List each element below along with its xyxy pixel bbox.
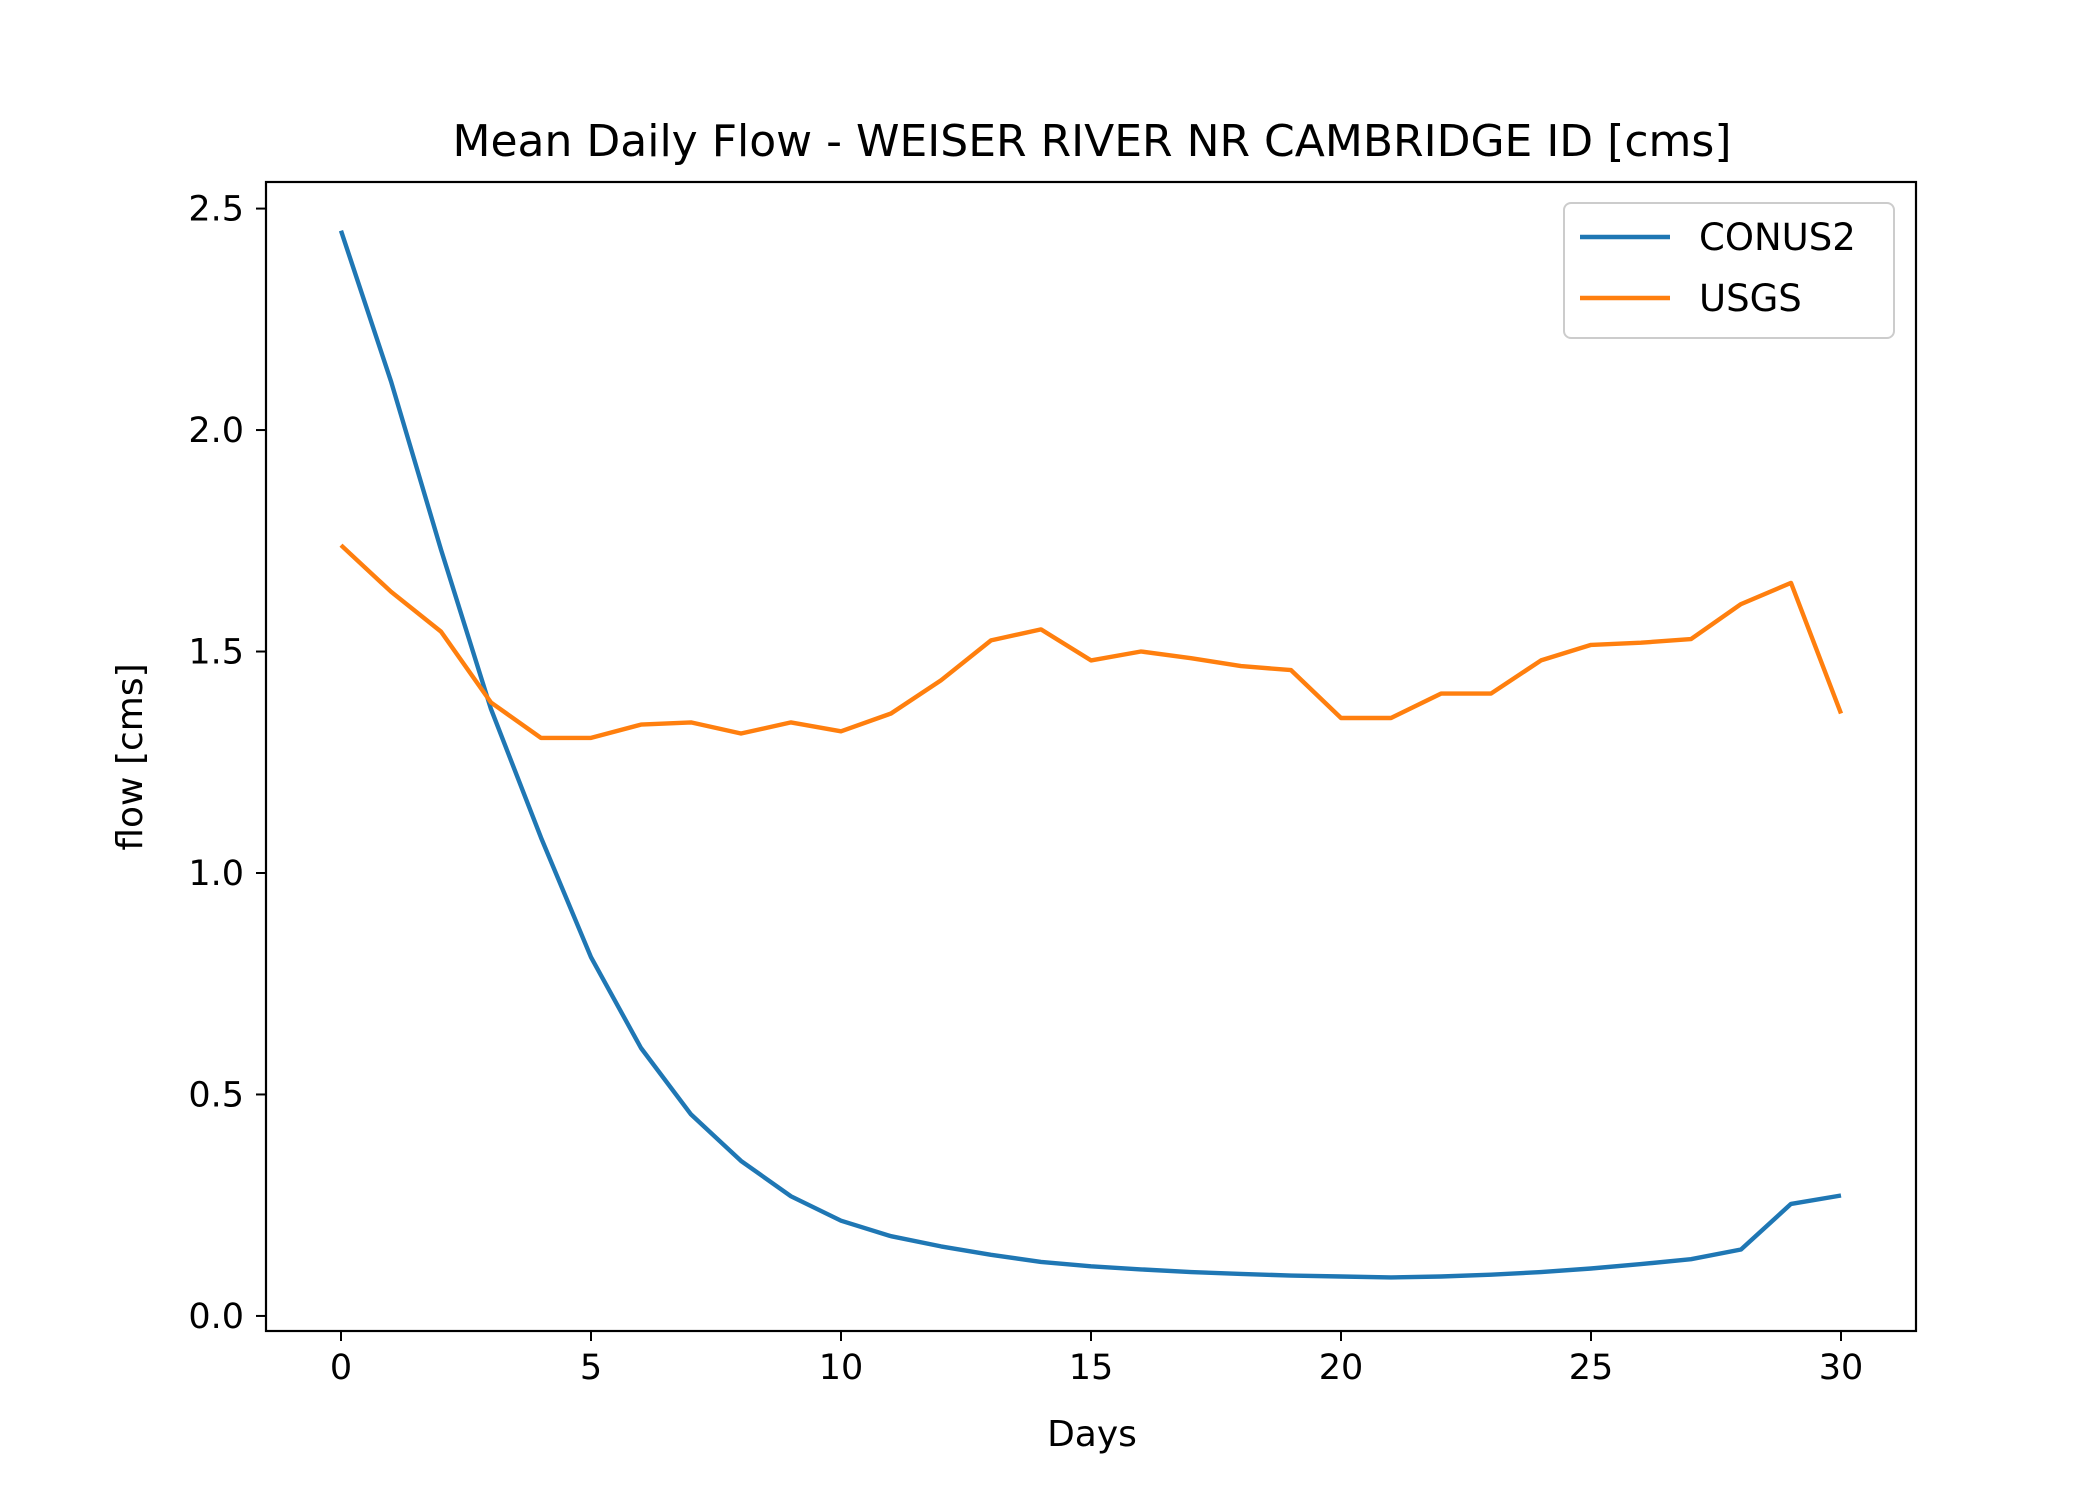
x-tick-label-5: 5: [580, 1348, 602, 1388]
y-tick-label-2-5: 2.5: [188, 190, 244, 230]
x-tick-label-15: 15: [1069, 1348, 1114, 1388]
y-tick-label-1-5: 1.5: [188, 633, 244, 673]
x-tick-label-25: 25: [1569, 1348, 1614, 1388]
y-tick-label-2-0: 2.0: [188, 411, 244, 451]
x-tick-label-20: 20: [1319, 1348, 1364, 1388]
y-axis-label: flow [cms]: [110, 663, 151, 850]
legend: CONUS2 USGS: [1563, 202, 1895, 339]
series-layer: [338, 230, 1844, 1280]
y-axis: 0.0 0.5 1.0 1.5 2.0 2.5: [188, 190, 266, 1337]
x-tick-label-10: 10: [819, 1348, 864, 1388]
y-tick-label-1-0: 1.0: [188, 854, 244, 894]
y-tick-label-0-0: 0.0: [188, 1297, 244, 1337]
chart-title: Mean Daily Flow - WEISER RIVER NR CAMBRI…: [453, 116, 1732, 167]
x-tick-label-0: 0: [330, 1348, 352, 1388]
legend-label-usgs: USGS: [1699, 277, 1802, 320]
series-line-usgs: [339, 543, 1844, 741]
x-axis-label: Days: [1047, 1414, 1137, 1455]
legend-label-conus2: CONUS2: [1699, 216, 1856, 259]
y-tick-label-0-5: 0.5: [188, 1075, 244, 1115]
x-axis: 0 5 10 15 20 25 30: [330, 1331, 1863, 1388]
x-tick-label-30: 30: [1819, 1348, 1864, 1388]
series-line-conus2: [338, 230, 1842, 1280]
